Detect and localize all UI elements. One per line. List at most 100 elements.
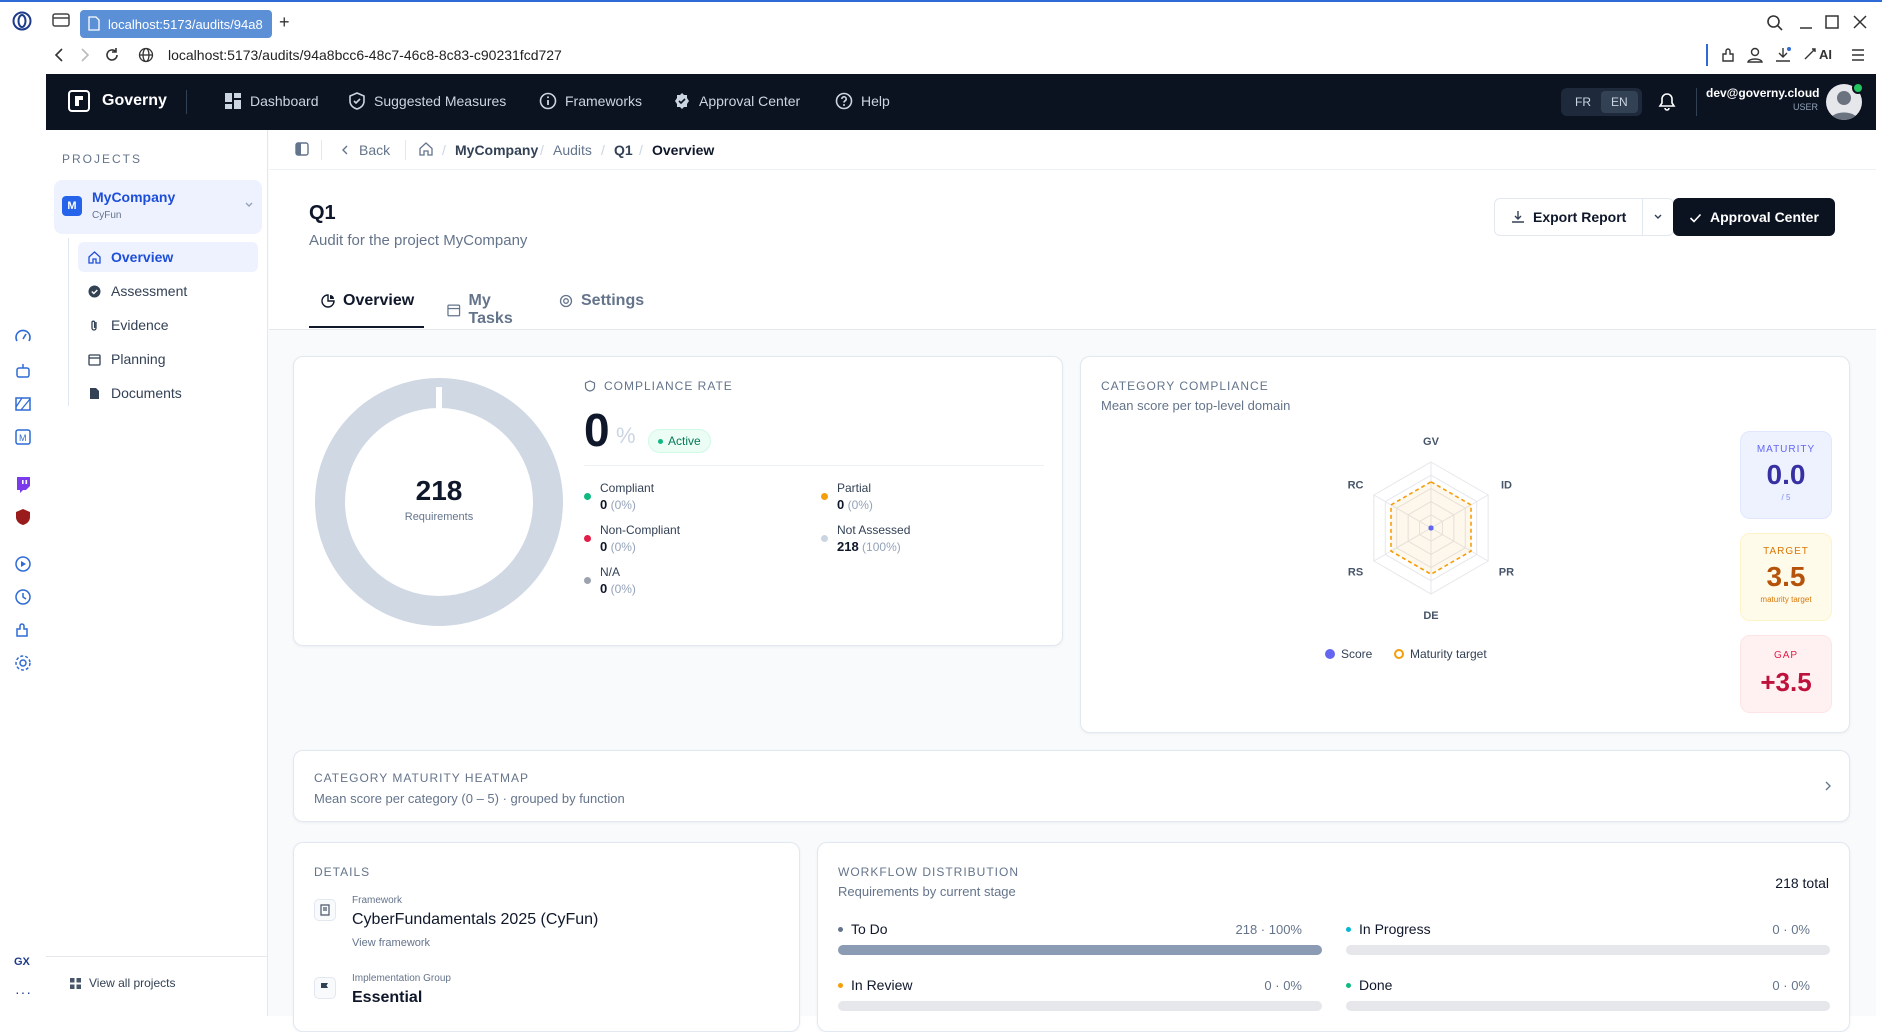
lang-fr-button[interactable]: FR — [1575, 95, 1591, 109]
url-field[interactable]: localhost:5173/audits/94a8bcc6-48c7-46c8… — [168, 47, 562, 63]
more-icon[interactable]: ··· — [15, 984, 32, 1000]
legend-label: Compliant — [600, 481, 655, 495]
player-icon[interactable] — [14, 555, 32, 573]
sidebar-item-documents[interactable]: Documents — [78, 378, 258, 408]
radar-axis-label: ID — [1501, 479, 1512, 491]
close-icon[interactable] — [1852, 14, 1868, 30]
legend-value: 0 — [600, 539, 608, 554]
back-arrow-icon[interactable] — [52, 47, 66, 63]
lang-en-button[interactable]: EN — [1601, 91, 1638, 113]
radar-axis-label: GV — [1423, 436, 1440, 448]
extensions-side-icon[interactable] — [14, 621, 32, 639]
menu-icon[interactable] — [1850, 47, 1866, 63]
sidebar-item-evidence[interactable]: Evidence — [78, 310, 258, 340]
maximize-icon[interactable] — [1824, 14, 1840, 30]
category-heading: CATEGORY COMPLIANCE — [1101, 379, 1269, 393]
ublock-icon[interactable] — [14, 508, 32, 526]
minimize-icon[interactable] — [1798, 14, 1814, 30]
chevron-down-icon — [1654, 214, 1662, 219]
metric-label: MATURITY — [1756, 444, 1816, 455]
approval-center-button[interactable]: Approval Center — [1673, 198, 1835, 236]
legend-partial: Partial 0 (0%) — [821, 481, 873, 512]
reload-icon[interactable] — [104, 47, 120, 63]
user-info[interactable]: dev@governy.cloud USER — [1706, 86, 1820, 112]
stage-name: In Progress — [1359, 921, 1431, 937]
sidebar-heading: PROJECTS — [62, 152, 143, 166]
m-app-icon[interactable]: M — [14, 428, 32, 446]
tab-overview[interactable]: Overview — [309, 278, 424, 328]
legend-dot — [821, 535, 828, 542]
ai-label: AI — [1819, 47, 1832, 62]
legend-label: Partial — [837, 481, 872, 495]
nav-approval-center[interactable]: Approval Center — [673, 92, 800, 110]
legend-label: Not Assessed — [837, 523, 911, 537]
nav-suggested-measures[interactable]: Suggested Measures — [348, 92, 506, 110]
export-label: Export Report — [1533, 209, 1627, 225]
nav-dashboard[interactable]: Dashboard — [224, 92, 319, 110]
gear-icon — [559, 294, 573, 308]
history-icon[interactable] — [14, 588, 32, 606]
download-icon[interactable] — [1774, 46, 1792, 64]
browser-sidebar: M GX ··· — [0, 72, 46, 1016]
sidebar-toggle-icon[interactable] — [295, 142, 309, 156]
back-button[interactable]: Back — [341, 142, 390, 158]
nav-frameworks[interactable]: Frameworks — [539, 92, 642, 110]
home-icon[interactable] — [419, 142, 433, 156]
new-tab-button[interactable]: + — [279, 12, 290, 32]
speed-dial-icon[interactable] — [14, 328, 32, 346]
stage-inprogress-value: 0 · 0% — [1772, 922, 1810, 937]
check-icon — [1689, 213, 1702, 223]
globe-icon[interactable] — [138, 47, 154, 63]
project-name: MyCompany — [92, 189, 176, 205]
radar-axis-label: RS — [1348, 567, 1363, 579]
view-framework-link[interactable]: View framework — [352, 937, 431, 949]
profile-icon[interactable] — [1746, 46, 1764, 64]
sidebar-item-label: Assessment — [111, 283, 188, 299]
sidebar-item-assessment[interactable]: Assessment — [78, 276, 258, 306]
settings-icon[interactable] — [14, 654, 32, 672]
view-all-projects-link[interactable]: View all projects — [70, 976, 175, 990]
requirements-total: 218 — [415, 475, 463, 506]
brand[interactable]: Governy — [68, 90, 167, 112]
extensions-icon[interactable] — [1720, 46, 1738, 64]
help-icon — [835, 92, 853, 110]
nav-help[interactable]: Help — [835, 92, 890, 110]
export-dropdown-button[interactable] — [1643, 199, 1673, 235]
browser-tab[interactable]: localhost:5173/audits/94a8 — [80, 10, 272, 38]
project-selector[interactable]: M MyCompany CyFun — [54, 180, 262, 234]
search-icon[interactable] — [1766, 14, 1784, 32]
sidebar-item-overview[interactable]: Overview — [78, 242, 258, 272]
back-label: Back — [359, 142, 391, 158]
sidebar-item-label: Planning — [111, 351, 166, 367]
export-report-button[interactable]: Export Report — [1495, 199, 1644, 235]
stage-name: To Do — [851, 921, 888, 937]
gx-icon[interactable]: GX — [14, 956, 30, 968]
tab-settings[interactable]: Settings — [549, 278, 649, 328]
online-status-dot — [1852, 82, 1864, 94]
heatmap-card[interactable]: CATEGORY MATURITY HEATMAP Mean score per… — [293, 750, 1850, 822]
app: Governy Dashboard Suggested Measures Fra… — [46, 74, 1876, 1032]
stage-dot — [1346, 982, 1351, 988]
opera-logo-icon[interactable] — [12, 11, 32, 31]
bell-icon[interactable] — [1658, 92, 1676, 112]
forward-arrow-icon[interactable] — [78, 47, 92, 63]
browser-tab-bar: localhost:5173/audits/94a8 + — [0, 0, 1882, 40]
compliance-card: 218 Requirements COMPLIANCE RATE 0 % Act… — [293, 356, 1063, 646]
breadcrumb-audit[interactable]: Q1 — [614, 142, 633, 158]
legend-dot — [1394, 649, 1404, 659]
svg-text:M: M — [19, 433, 27, 443]
calendar-icon — [447, 304, 461, 317]
compliance-heading-text: COMPLIANCE RATE — [604, 379, 733, 393]
breadcrumb-audits[interactable]: Audits — [553, 142, 592, 158]
robot-icon[interactable] — [14, 362, 32, 380]
tab-title: localhost:5173/audits/94a8 — [108, 17, 263, 32]
ai-button[interactable]: AI — [1803, 47, 1832, 62]
twitch-icon[interactable] — [14, 475, 32, 493]
export-group: Export Report — [1494, 198, 1675, 236]
sidebar-item-planning[interactable]: Planning — [78, 344, 258, 374]
pattern-icon[interactable] — [14, 395, 32, 413]
breadcrumb-project[interactable]: MyCompany — [455, 142, 539, 158]
chevron-right-icon[interactable] — [1824, 781, 1832, 791]
tab-overview-icon[interactable] — [52, 12, 70, 28]
tab-my-tasks[interactable]: My Tasks — [437, 278, 537, 328]
